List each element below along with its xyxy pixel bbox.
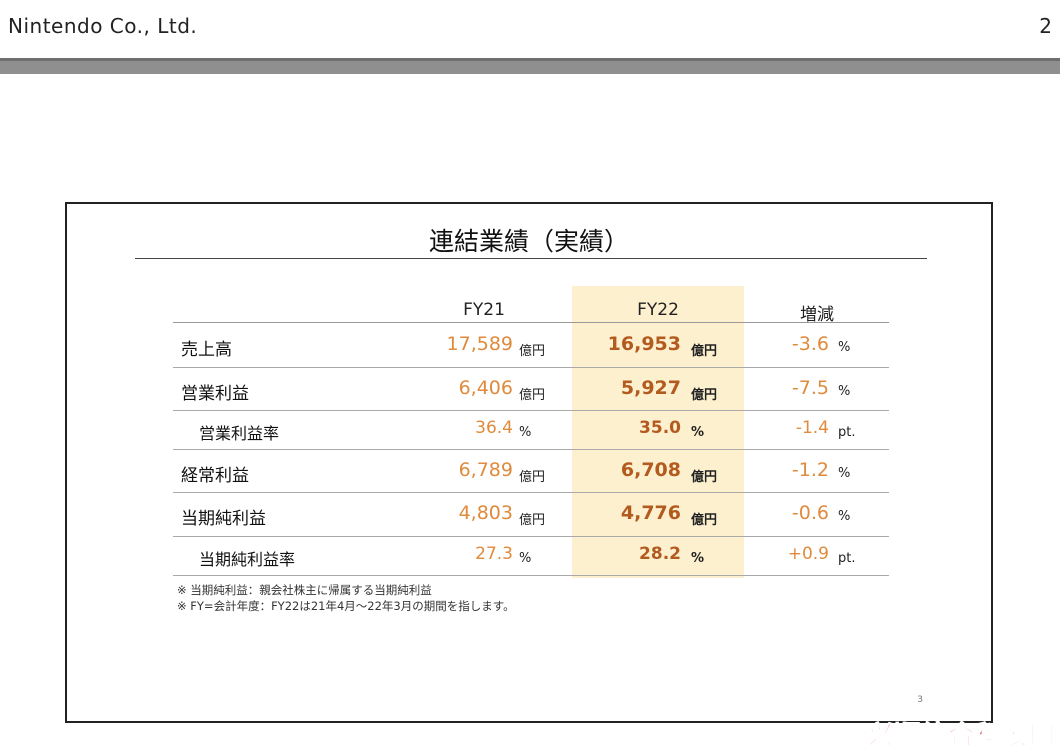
column-header-fy21: FY21 bbox=[463, 300, 505, 320]
row-label: 当期純利益率 bbox=[199, 549, 296, 569]
row-divider bbox=[173, 410, 889, 411]
fy21-value: 6,406 bbox=[458, 376, 513, 399]
row-divider bbox=[173, 367, 889, 368]
fy21-unit: % bbox=[519, 424, 532, 440]
title-divider bbox=[135, 258, 927, 259]
fy22-value: 35.0 bbox=[639, 417, 681, 438]
page-number: 2 bbox=[1039, 14, 1052, 38]
row-label: 営業利益率 bbox=[199, 423, 280, 443]
fy22-value: 6,708 bbox=[620, 458, 681, 481]
fy22-highlight-column bbox=[572, 286, 744, 578]
fy21-value: 36.4 bbox=[475, 417, 513, 438]
fy22-unit: % bbox=[691, 424, 705, 440]
fy21-unit: 億円 bbox=[519, 469, 546, 485]
change-value: -3.6 bbox=[791, 332, 829, 355]
change-unit: pt. bbox=[838, 550, 856, 566]
change-value: -7.5 bbox=[791, 376, 829, 399]
fy22-value: 4,776 bbox=[620, 502, 681, 524]
row-divider bbox=[173, 575, 889, 576]
change-unit: % bbox=[838, 509, 851, 524]
change-unit: % bbox=[838, 339, 851, 355]
row-divider bbox=[173, 449, 889, 450]
slide-frame: 連結業績（実績） FY21 FY22 増減 売上高 17,589 億円 16,953 億… bbox=[65, 202, 993, 723]
fy21-value: 6,789 bbox=[458, 458, 513, 481]
footnote-net-income: ※ 当期純利益：親会社株主に帰属する当期純利益 bbox=[177, 583, 432, 597]
table-row: 経常利益 6,789 億円 6,708 億円 -1.2% bbox=[173, 450, 889, 493]
header-stripe bbox=[0, 58, 1060, 74]
change-unit: % bbox=[838, 465, 851, 481]
fy22-value: 16,953 bbox=[607, 332, 681, 355]
row-divider bbox=[173, 536, 889, 537]
row-label: 営業利益 bbox=[181, 383, 249, 404]
fy21-value: 17,589 bbox=[446, 332, 513, 355]
header-bar: Nintendo Co., Ltd. 2 bbox=[0, 0, 1060, 58]
fy22-unit: 億円 bbox=[691, 343, 718, 359]
fy21-value: 27.3 bbox=[475, 543, 513, 564]
watermark: 兴顺综合科技网 bbox=[866, 721, 1056, 752]
change-value: -1.4 bbox=[795, 417, 829, 438]
fy22-unit: % bbox=[691, 550, 705, 566]
footnote-fiscal-year: ※ FY=会計年度：FY22は21年4月～22年3月の期間を指します。 bbox=[177, 599, 515, 613]
company-name: Nintendo Co., Ltd. bbox=[8, 14, 198, 38]
fy21-unit: 億円 bbox=[519, 343, 546, 359]
row-label: 当期純利益 bbox=[181, 509, 266, 529]
slide-page-number: 3 bbox=[917, 695, 923, 705]
fy22-unit: 億円 bbox=[691, 387, 718, 403]
fy21-value: 4,803 bbox=[458, 502, 513, 524]
change-unit: % bbox=[838, 383, 851, 399]
header-divider bbox=[173, 322, 889, 323]
fy21-unit: 億円 bbox=[519, 513, 546, 528]
row-divider bbox=[173, 492, 889, 493]
fy22-unit: 億円 bbox=[691, 513, 718, 528]
table-row: 営業利益率 36.4% 35.0% -1.4 pt. bbox=[173, 411, 889, 450]
fy22-value: 5,927 bbox=[620, 376, 681, 399]
column-header-change: 増減 bbox=[800, 305, 834, 325]
change-value: -0.6 bbox=[791, 502, 829, 524]
table-row: 営業利益 6,406 億円 5,927 億円 -7.5% bbox=[173, 368, 889, 411]
fy21-unit: % bbox=[519, 550, 532, 566]
table-row: 当期純利益率 27.3% 28.2% +0.9 pt. bbox=[173, 537, 889, 576]
change-value: -1.2 bbox=[791, 458, 829, 481]
change-value: +0.9 bbox=[787, 543, 829, 564]
column-header-fy22: FY22 bbox=[637, 300, 679, 320]
table-row: 売上高 17,589 億円 16,953 億円 -3.6% bbox=[173, 323, 889, 368]
fy22-value: 28.2 bbox=[639, 543, 681, 564]
header-stripe-edge bbox=[0, 58, 1060, 61]
fy21-unit: 億円 bbox=[519, 387, 546, 403]
fy22-unit: 億円 bbox=[691, 469, 718, 485]
table-row: 当期純利益 4,803 億円 4,776 億円 -0.6% bbox=[173, 493, 889, 537]
row-label: 売上高 bbox=[181, 339, 232, 360]
row-label: 経常利益 bbox=[181, 465, 249, 486]
slide-title: 連結業績（実績） bbox=[428, 227, 629, 256]
change-unit: pt. bbox=[838, 424, 856, 440]
